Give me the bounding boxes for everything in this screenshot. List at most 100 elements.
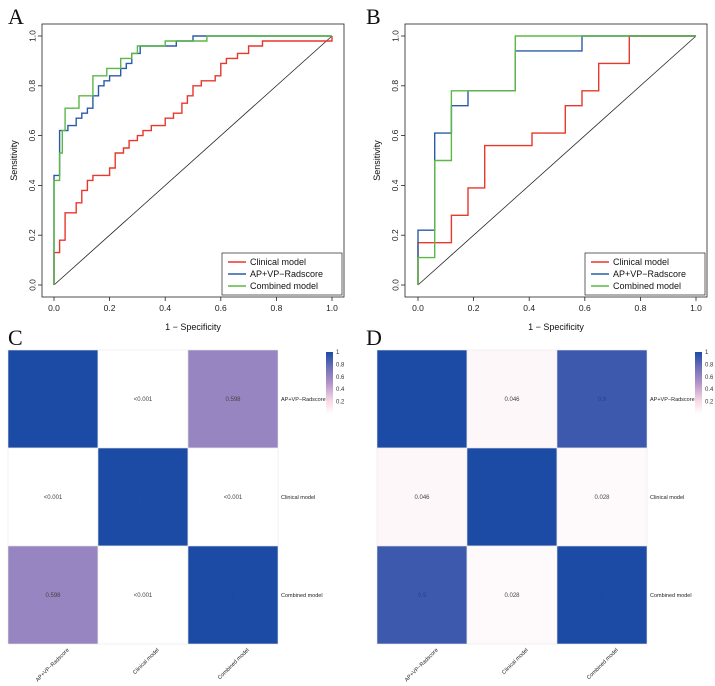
heatmap-column-label: AP+VP−Radscore [404,647,440,683]
heatmap-d: 1 0.046 0.9 0.046 1 0.028 0.9 0.028 1 AP+VP−Radsc… [376,349,714,683]
heatmap-column-label: Combined model [217,647,251,681]
heatmap-cell-value: 1 [51,397,55,403]
heatmap-cell [97,349,189,449]
diagonal-reference-line [417,35,697,286]
colorbar [695,352,702,414]
x-axis-label: 1 − Specificity [528,322,584,332]
heatmap-column-label: Combined model [586,647,620,681]
y-tick-label: 0.8 [390,80,400,92]
plot-frame [41,23,345,298]
x-tick-label: 1.0 [326,303,338,313]
colorbar-tick-label: 0.6 [705,375,714,381]
legend-label: AP+VP−Radscore [250,269,323,279]
plot-frame [404,23,708,298]
heatmap-cell [376,447,468,547]
heatmap-cell [187,447,279,547]
heatmap-cell-value: 0.046 [504,397,520,403]
legend-label: Combined model [250,281,318,291]
x-tick-label: 0.4 [159,303,171,313]
colorbar-tick-label: 0.8 [705,362,714,368]
heatmap-cell [466,447,558,547]
roc-series-clinical [417,35,696,285]
heatmap-cell-value: 0.598 [45,593,61,599]
y-tick-label: 0.2 [27,229,37,241]
heatmap-cell-value: <0.001 [134,593,153,599]
x-tick-label: 0.6 [579,303,591,313]
heatmap-cell [187,349,279,449]
heatmap-cell-value: 1 [420,397,424,403]
x-tick-label: 0.2 [468,303,480,313]
y-tick-label: 0.4 [390,179,400,191]
x-axis-label: 1 − Specificity [165,322,221,332]
heatmap-c: 1 <0.001 0.598 <0.001 1 <0.001 0.598 <0.001 1 AP+… [7,349,345,683]
heatmap-cell-value: 1 [231,593,235,599]
colorbar [326,352,333,414]
y-axis-label: Sensitivity [372,140,382,181]
heatmap-cell-value: 1 [600,593,604,599]
y-tick-label: 0.0 [27,279,37,291]
heatmap-cell [7,447,99,547]
y-tick-label: 0.8 [27,80,37,92]
heatmap-cell-value: 0.028 [504,593,520,599]
y-tick-label: 0.6 [390,129,400,141]
diagonal-reference-line [53,35,333,286]
x-tick-label: 0.8 [634,303,646,313]
heatmap-cell-value: 1 [510,495,514,501]
heatmap-row-label: Clinical model [650,495,684,501]
heatmap-cell [7,349,99,449]
panel-letter-a: A [8,4,24,29]
heatmap-cell [556,447,648,547]
heatmap-cell-value: 0.028 [594,495,610,501]
heatmap-cell-value: <0.001 [224,495,243,501]
roc-series-clinical [53,36,333,285]
colorbar-tick-label: 1 [336,350,340,356]
heatmap-cell-value: <0.001 [44,495,63,501]
roc-chart-a: 0.0 0.2 0.4 0.6 0.8 1.0 0.0 0.2 0.4 0.6 0.8 1.0 1 − … [9,23,345,332]
roc-series-combined [417,35,696,285]
heatmap-cell [187,545,279,645]
y-tick-label: 0.2 [390,229,400,241]
y-tick-label: 1.0 [27,30,37,42]
heatmap-cell [97,545,189,645]
legend-label: Combined model [613,281,681,291]
x-tick-label: 0.2 [104,303,116,313]
heatmap-column-label: Clinical model [132,647,160,675]
heatmap-cell [466,545,558,645]
heatmap-cell-value: 1 [141,495,145,501]
y-axis-label: Sensitivity [9,140,19,181]
panel-letter-b: B [366,4,381,29]
legend-label: Clinical model [613,257,669,267]
legend-label: AP+VP−Radscore [613,269,686,279]
heatmap-row-label: Combined model [650,593,692,599]
x-tick-label: 0.6 [215,303,227,313]
legend-label: Clinical model [250,257,306,267]
heatmap-row-label: AP+VP−Radscore [281,397,326,403]
heatmap-cell-value: 0.598 [225,397,241,403]
colorbar-tick-label: 0.6 [336,375,345,381]
heatmap-cell [7,545,99,645]
heatmap-row-label: Combined model [281,593,323,599]
heatmap-cell-value: 0.9 [598,397,607,403]
x-tick-label: 0.4 [523,303,535,313]
heatmap-cell [556,545,648,645]
heatmap-cell [556,349,648,449]
roc-chart-b: 0.0 0.2 0.4 0.6 0.8 1.0 0.0 0.2 0.4 0.6 0.8 1.0 1 − … [372,23,708,332]
heatmap-column-label: Clinical model [501,647,529,675]
roc-series-radscore [53,35,332,285]
heatmap-cell [376,545,468,645]
heatmap-row-label: AP+VP−Radscore [650,397,695,403]
heatmap-row-label: Clinical model [281,495,315,501]
y-tick-label: 0.0 [390,279,400,291]
heatmap-cell [376,349,468,449]
heatmap-cell [97,447,189,547]
x-tick-label: 0.0 [412,303,424,313]
x-tick-label: 0.0 [48,303,60,313]
x-tick-label: 1.0 [690,303,702,313]
heatmap-cell-value: <0.001 [134,397,153,403]
x-tick-label: 0.8 [270,303,282,313]
y-tick-label: 1.0 [390,30,400,42]
colorbar-tick-label: 0.2 [336,400,345,406]
colorbar-tick-label: 0.2 [705,400,714,406]
heatmap-column-label: AP+VP−Radscore [35,647,71,683]
